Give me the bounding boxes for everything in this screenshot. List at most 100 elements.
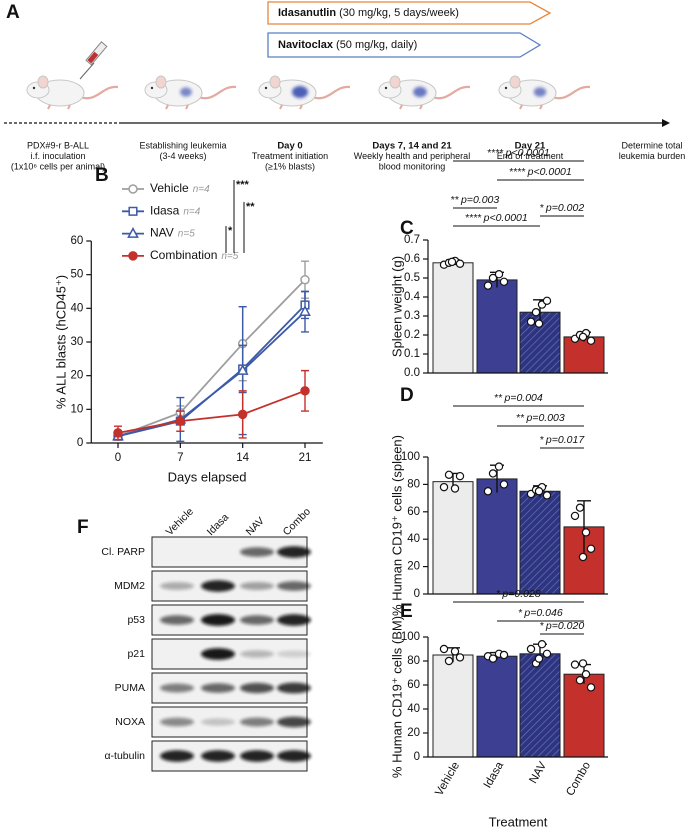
step-text: Weekly health and peripheral [354,151,470,161]
marker [128,206,138,216]
legend-name: NAV [150,226,174,240]
x-axis-title: Treatment [489,814,548,829]
blot-band [240,547,274,557]
blot-band [201,648,235,660]
drug-name: Idasanutlin [278,7,336,19]
y-tick-label: 0.6 [404,253,420,265]
p-value: p<0.0001 [527,166,572,178]
y-tick-label: 60 [70,235,83,247]
data-point [526,644,536,654]
step-text: PDX#9-r B-ALL [27,140,89,150]
comparison-label: * p=0.020 [540,620,585,632]
data-point [542,296,552,305]
p-value: p=0.028 [501,588,540,600]
mouse-feet [279,104,303,110]
data-point [570,660,580,669]
comparison-label: ** p=0.003 [451,194,500,206]
data-point [578,332,588,342]
blot-band [201,718,235,726]
bar [563,673,605,758]
data-point [578,552,588,562]
p-value: p=0.017 [545,434,585,446]
protein-label: PUMA [115,682,145,694]
data-point [542,649,552,659]
stars: * [496,588,500,600]
comparison-label: * p=0.046 [518,607,563,619]
y-tick-label: 0.1 [404,348,420,360]
bar [432,654,474,758]
p-value: p=0.046 [523,607,562,619]
bar [476,478,518,595]
stars: **** [465,212,481,224]
p-value: p=0.020 [545,620,584,632]
mouse-eye [32,86,36,90]
data-point [483,281,493,290]
blot-band [277,716,311,728]
comparison-label: ** p=0.004 [494,392,543,404]
data-point [534,319,544,328]
lane-label: Combo [281,506,314,539]
y-tick-label: 0 [414,751,420,763]
tumor [292,86,308,98]
step-text: leukemia burden [619,151,685,161]
y-tick-label: 0 [414,588,420,600]
treatment-label: Navitoclax (50 mg/kg, daily) [278,39,417,51]
drug-name: Navitoclax [278,39,334,51]
blot-band [240,682,274,694]
step-text: i.f. inoculation [30,151,85,161]
y-tick-label: 100 [401,631,420,643]
legend-name: Combination [150,248,217,262]
y-tick-label: 0.4 [404,291,421,303]
y-tick-label: 60 [407,506,420,518]
data-point [534,487,544,496]
p-value: p=0.002 [545,202,584,214]
blot-band [201,750,235,762]
y-tick-label: 80 [407,655,420,667]
blot-band [277,650,311,658]
y-tick-label: 0 [77,437,83,449]
mouse-tail [311,85,351,100]
marker [128,251,138,261]
bar [563,336,605,374]
mouse-tail [197,85,237,100]
y-tick-label: 0.7 [404,234,420,246]
x-tick-label: Combo [564,760,593,798]
data-point [575,503,585,512]
mouse-ear [269,75,281,89]
data-point [499,480,509,489]
stars: **** [487,147,503,159]
blot-band [240,615,274,625]
data-point [439,482,449,492]
comparison-label: **** p<0.0001 [509,166,571,178]
comparison-label: * p=0.002 [540,202,585,214]
step-text: Treatment initiation [252,151,328,161]
step-text: Establishing leukemia [139,140,226,150]
data-point [534,654,544,663]
y-tick-label: 100 [401,451,420,463]
data-point [526,317,536,326]
blot-band [160,717,194,727]
y-tick-label: 0.5 [404,272,420,284]
panel-label: A [6,2,20,23]
data-point [570,511,580,521]
bar [476,655,518,758]
y-tick-label: 30 [70,336,83,348]
mouse-ear [509,75,521,89]
treatment-label: Idasanutlin (30 mg/kg, 5 days/week) [278,7,459,19]
protein-label: p53 [127,614,145,626]
mouse-ear [155,75,167,89]
data-point [499,277,509,286]
blot-band [240,717,274,727]
x-tick-label: 0 [115,452,121,464]
y-tick-label: 0.2 [404,329,420,341]
mouse-icon [26,41,119,110]
legend-entry: NAV n=5 [150,226,195,240]
blot-band [160,615,194,625]
marker [175,416,186,426]
significance-stars: ** [246,201,255,213]
error-bar [577,500,591,553]
legend-n: n=5 [221,251,238,262]
stars: ** [451,194,459,206]
x-tick-label: 21 [299,452,312,464]
x-axis-title: Days elapsed [168,469,247,484]
